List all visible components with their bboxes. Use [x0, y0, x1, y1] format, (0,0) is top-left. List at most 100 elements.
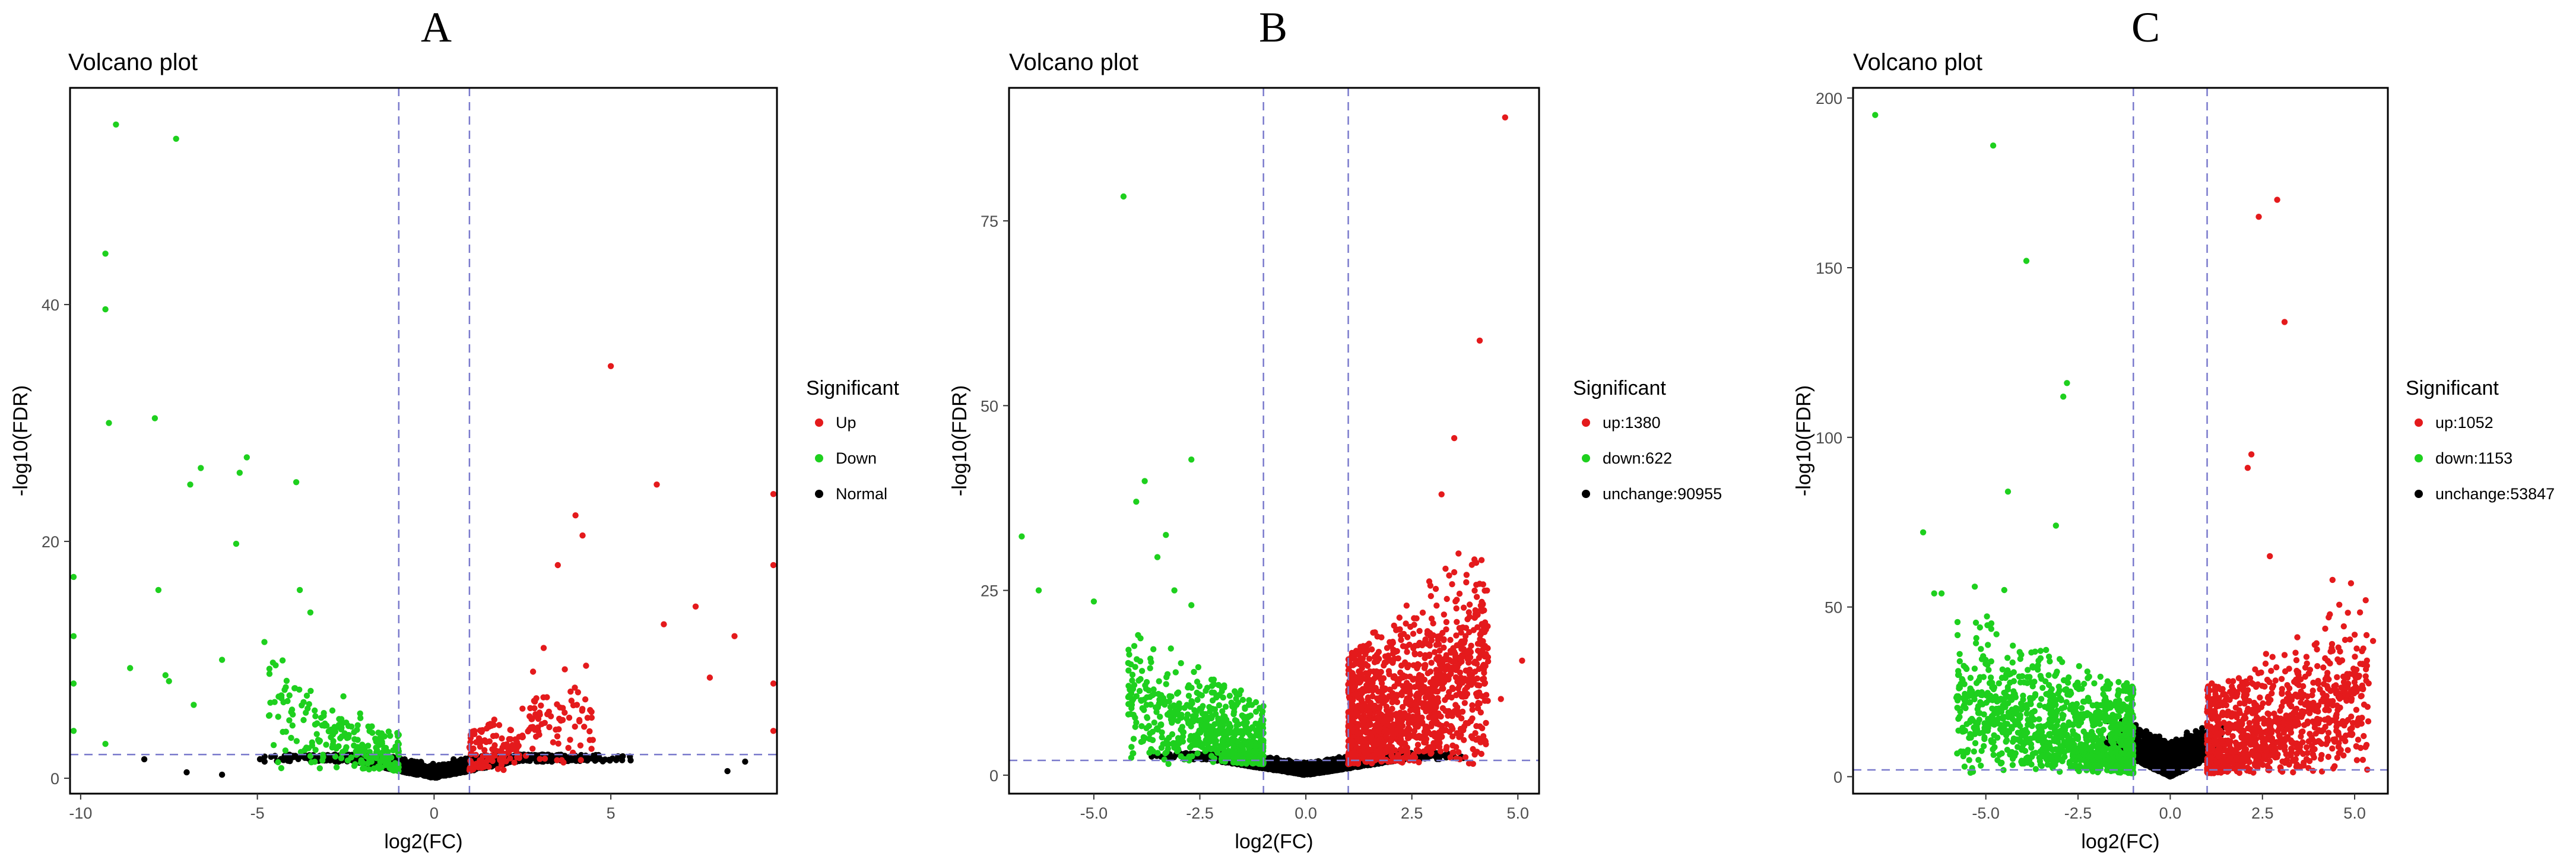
data-point [1147, 735, 1153, 743]
data-point [378, 764, 385, 771]
data-point [1325, 766, 1332, 772]
data-point [1195, 664, 1202, 671]
data-point [70, 728, 77, 734]
data-point [366, 766, 372, 773]
data-point [559, 757, 565, 763]
data-point [1207, 723, 1214, 730]
data-point [127, 665, 134, 671]
data-point [366, 749, 373, 755]
data-point [486, 738, 493, 745]
data-point [1304, 769, 1311, 776]
data-point [1170, 702, 1177, 709]
data-point [236, 470, 243, 476]
data-point [106, 420, 112, 426]
data-point [541, 755, 548, 762]
data-point [544, 694, 550, 700]
x-tick-label: 5 [607, 804, 616, 822]
data-point [1163, 681, 1169, 687]
data-point [731, 633, 738, 639]
data-point [587, 707, 594, 714]
data-points [1019, 114, 1525, 778]
data-point [1204, 735, 1211, 741]
data-point [1146, 749, 1153, 756]
data-point [572, 512, 579, 519]
data-point [467, 757, 474, 765]
data-point [288, 734, 294, 741]
data-point [1158, 721, 1165, 728]
data-point [187, 481, 193, 488]
data-point [1213, 711, 1219, 718]
data-point [338, 716, 345, 722]
x-tick-label: -5 [250, 804, 265, 822]
data-point [1258, 735, 1264, 742]
data-point [1273, 754, 1280, 762]
data-point [425, 771, 432, 778]
data-point [316, 765, 323, 772]
data-point [328, 734, 334, 741]
data-point [390, 747, 396, 754]
data-point [579, 706, 586, 712]
data-point [511, 759, 518, 766]
data-point [1146, 687, 1152, 694]
data-point [394, 739, 401, 746]
data-point [706, 674, 713, 681]
panel-letter: A [421, 4, 452, 51]
y-tick-label: 0 [50, 770, 59, 788]
data-point [559, 716, 566, 724]
data-point [1220, 716, 1227, 724]
data-point [1139, 705, 1146, 712]
data-point [1199, 710, 1206, 717]
data-point [1153, 709, 1160, 715]
data-point [1130, 735, 1137, 742]
data-point [489, 746, 496, 753]
data-point [338, 726, 345, 733]
data-point [555, 740, 561, 747]
data-point [303, 692, 310, 699]
data-point [445, 761, 452, 768]
data-point [1228, 750, 1235, 757]
data-point [599, 758, 606, 765]
data-point [357, 715, 364, 721]
data-point [519, 734, 526, 741]
data-point [1130, 686, 1137, 693]
data-point [467, 767, 474, 773]
data-point [515, 743, 522, 749]
data-point [307, 687, 314, 695]
data-point [1163, 532, 1169, 538]
data-point [1220, 694, 1226, 701]
data-point [313, 731, 320, 737]
data-point [561, 666, 568, 673]
data-point [293, 479, 300, 486]
data-point [1413, 615, 1420, 621]
data-point [1194, 678, 1201, 685]
data-point [496, 722, 503, 728]
legend-title: Significant [806, 377, 899, 399]
data-point [1243, 760, 1250, 767]
data-point [429, 762, 436, 769]
data-point [581, 724, 588, 730]
data-point [1125, 667, 1132, 674]
data-point [283, 728, 289, 735]
data-point [1138, 723, 1145, 730]
data-point [1232, 732, 1238, 738]
data-point [1233, 718, 1240, 724]
data-point [1184, 711, 1191, 718]
data-point [1136, 687, 1143, 695]
data-point [288, 709, 294, 715]
data-point [1194, 696, 1201, 703]
data-point [1238, 741, 1245, 749]
data-point [586, 737, 593, 743]
data-point [1250, 734, 1257, 741]
data-point [1189, 753, 1195, 760]
data-point [1208, 715, 1215, 722]
series-down [70, 121, 402, 775]
data-point [1184, 702, 1190, 708]
data-point [1222, 703, 1229, 710]
data-point [454, 770, 461, 776]
data-point [1168, 645, 1174, 652]
data-point [724, 768, 731, 775]
data-point [318, 715, 325, 721]
